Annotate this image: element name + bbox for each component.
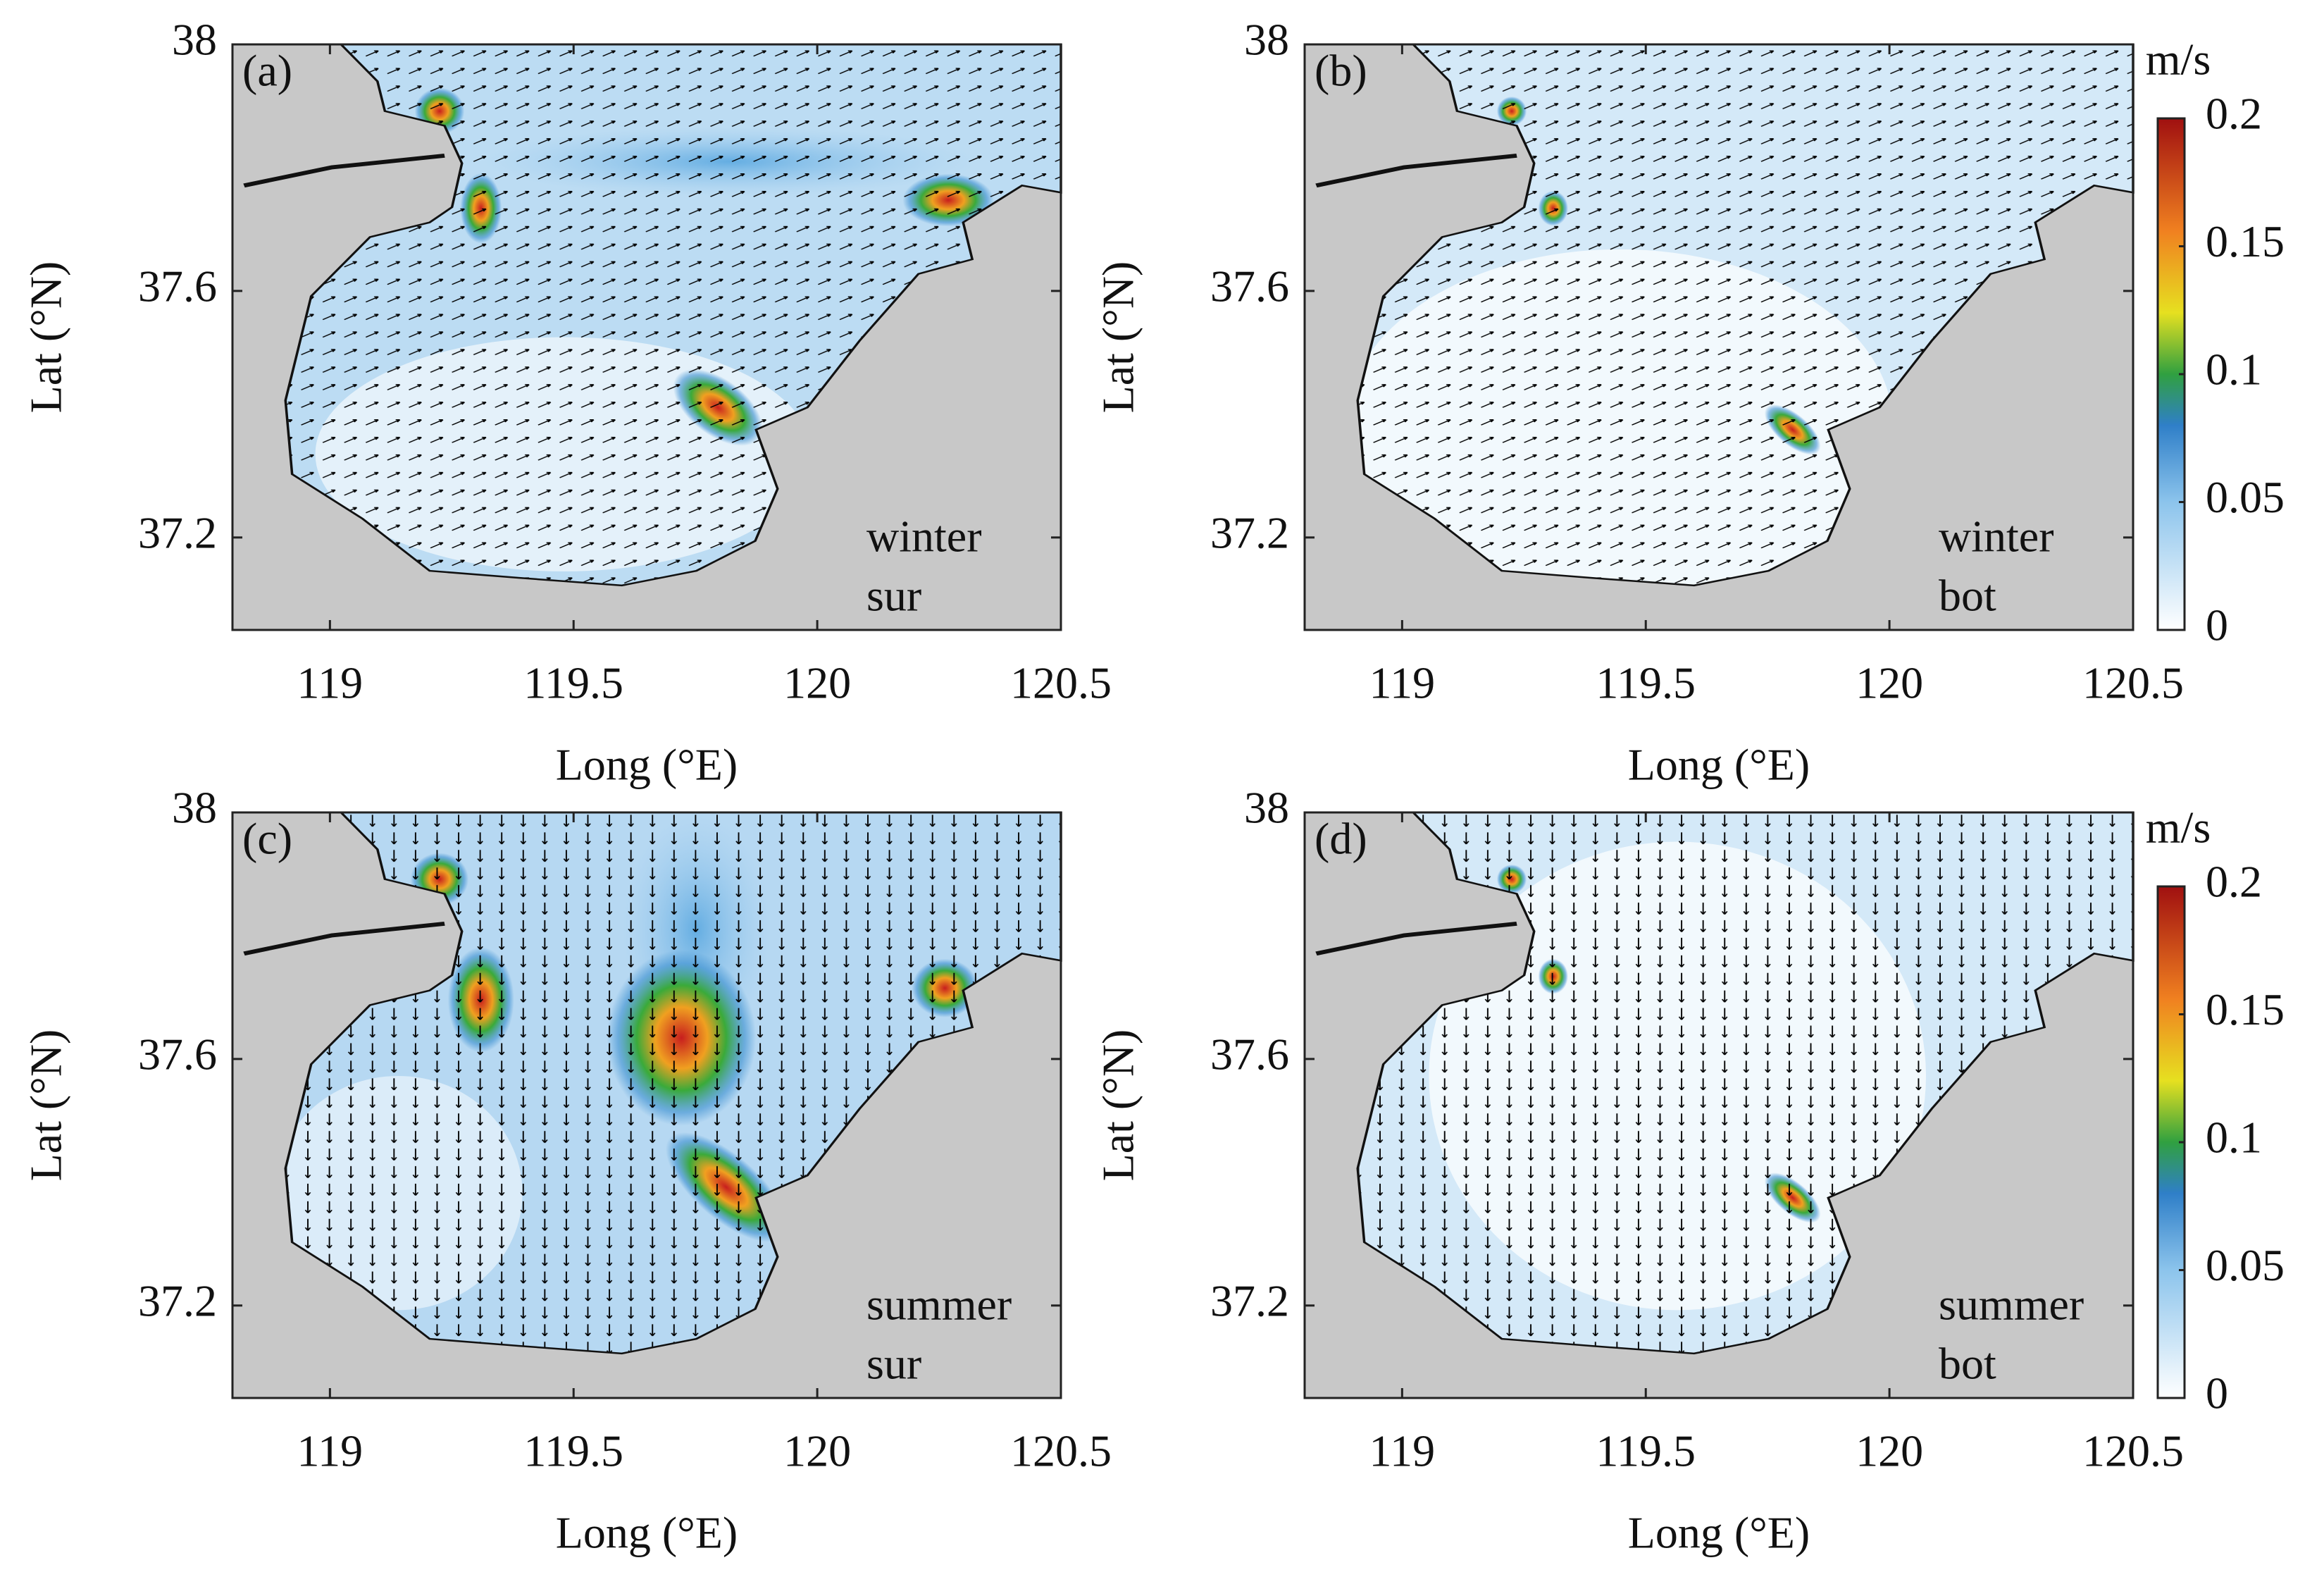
colorbar-tick-label: 0.15	[2206, 984, 2285, 1034]
panel-label: (b)	[1315, 46, 1367, 96]
y-tick-label: 37.2	[1210, 1275, 1289, 1325]
x-axis-label: Long (°E)	[1628, 740, 1810, 790]
x-tick-label: 120	[783, 658, 851, 708]
panel-annotation: winter	[866, 512, 982, 562]
map-panel	[232, 43, 1062, 630]
colorbar-tick-label: 0	[2206, 1368, 2228, 1418]
map-panel	[1305, 43, 2135, 630]
x-axis-label: Long (°E)	[556, 740, 738, 790]
x-tick-label: 120.5	[1010, 1426, 1112, 1476]
axes-frame	[1303, 811, 2135, 1399]
x-tick-label: 120	[1856, 1426, 1923, 1476]
axes-frame	[1303, 43, 2135, 631]
colorbar-tick-label: 0	[2206, 600, 2228, 650]
panel-annotation: winter	[1939, 512, 2054, 562]
colorbar-unit: m/s	[2146, 35, 2211, 85]
x-tick-label: 119	[297, 1426, 363, 1476]
panel-annotation: sur	[866, 571, 921, 621]
y-tick-label: 37.6	[138, 1029, 217, 1079]
y-tick-label: 37.2	[138, 1275, 217, 1325]
y-axis-label: Lat (°N)	[21, 1029, 71, 1182]
x-tick-label: 119	[297, 658, 363, 708]
y-tick-label: 37.2	[138, 507, 217, 557]
panel-annotation: sur	[866, 1339, 921, 1389]
map-panel	[232, 811, 1062, 1398]
axes-frame	[231, 43, 1062, 631]
x-axis-label: Long (°E)	[1628, 1508, 1810, 1558]
y-tick-label: 37.6	[138, 261, 217, 311]
x-tick-label: 119	[1369, 1426, 1436, 1476]
y-axis-label: Lat (°N)	[1093, 261, 1143, 414]
colorbar-tick-label: 0.1	[2206, 1113, 2262, 1163]
panel-label: (c)	[242, 814, 292, 864]
colorbar-tick-label: 0.1	[2206, 345, 2262, 395]
map-panel	[1305, 811, 2135, 1398]
x-tick-label: 119.5	[523, 1426, 623, 1476]
y-axis-label: Lat (°N)	[1093, 1029, 1143, 1182]
axes-frame	[231, 811, 1062, 1399]
y-axis-label: Lat (°N)	[21, 261, 71, 414]
x-tick-label: 120	[1856, 658, 1923, 708]
y-tick-label: 38	[172, 15, 217, 65]
panel-label: (a)	[242, 46, 292, 96]
panel-label: (d)	[1315, 814, 1367, 864]
x-tick-label: 120.5	[1010, 658, 1112, 708]
y-tick-label: 37.2	[1210, 507, 1289, 557]
y-tick-label: 37.6	[1210, 261, 1289, 311]
colorbar-tick-label: 0.2	[2206, 857, 2262, 907]
colorbar-tick-label: 0.05	[2206, 472, 2285, 522]
colorbar-tick-label: 0.2	[2206, 89, 2262, 139]
panel-annotation: bot	[1939, 571, 1996, 621]
x-axis-label: Long (°E)	[556, 1508, 738, 1558]
x-tick-label: 120.5	[2082, 658, 2184, 708]
x-tick-label: 120.5	[2082, 1426, 2184, 1476]
y-tick-label: 37.6	[1210, 1029, 1289, 1079]
colorbar-tick-label: 0.05	[2206, 1240, 2285, 1290]
x-tick-label: 120	[783, 1426, 851, 1476]
colorbar-unit: m/s	[2146, 803, 2211, 853]
colorbar-tick-label: 0.15	[2206, 216, 2285, 266]
y-tick-label: 38	[172, 783, 217, 833]
panel-annotation: bot	[1939, 1339, 1996, 1389]
x-tick-label: 119.5	[1596, 1426, 1696, 1476]
x-tick-label: 119	[1369, 658, 1436, 708]
panel-annotation: summer	[866, 1280, 1012, 1330]
y-tick-label: 38	[1244, 783, 1289, 833]
y-tick-label: 38	[1244, 15, 1289, 65]
x-tick-label: 119.5	[1596, 658, 1696, 708]
x-tick-label: 119.5	[523, 658, 623, 708]
panel-annotation: summer	[1939, 1280, 2084, 1330]
